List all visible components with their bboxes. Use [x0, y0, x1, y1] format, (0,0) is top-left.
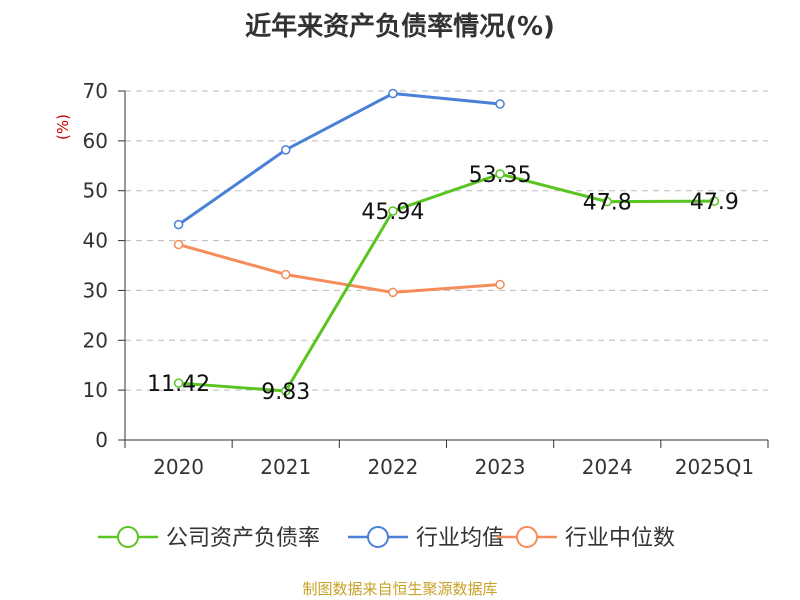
x-tick-label-2025Q1: 2025Q1 — [675, 455, 754, 479]
data-label-5: 47.9 — [690, 190, 739, 215]
y-tick-label-40: 40 — [83, 229, 108, 253]
series-1-point-3 — [495, 99, 505, 109]
data-label-4: 47.8 — [583, 191, 632, 216]
series-0-point-2 — [388, 206, 398, 216]
legend-swatch-marker-2 — [516, 526, 538, 548]
series-2-point-0 — [173, 239, 184, 250]
legend-label-2: 行业中位数 — [565, 526, 675, 551]
series-2-point-3 — [495, 279, 505, 290]
y-tick-label-20: 20 — [83, 328, 108, 352]
gridlines — [125, 90, 768, 391]
y-tick-label-30: 30 — [83, 278, 108, 302]
series-0-point-5 — [709, 196, 720, 206]
x-tick-label-2022: 2022 — [367, 455, 418, 479]
legend-label-0: 公司资产负债率 — [166, 526, 320, 551]
series-line-2 — [178, 243, 501, 294]
data-label-1: 9.83 — [261, 380, 310, 405]
series-1-point-2 — [388, 88, 398, 99]
legend-item-0[interactable]: 公司资产负债率 — [98, 526, 320, 551]
x-tick-label-2020: 2020 — [153, 455, 204, 479]
data-labels: 11.42 9.83 45.94 53.35 47.8 47.9 — [147, 163, 739, 405]
x-tick-label-2021: 2021 — [260, 455, 311, 479]
y-tick-label-0: 0 — [95, 428, 108, 452]
data-label-2: 45.94 — [361, 200, 424, 225]
legend-label-1: 行业均值 — [416, 526, 504, 551]
axes: 0 10 20 30 40 50 60 70 2020 2021 2022 2023 2024 2025Q… — [54, 79, 769, 479]
y-tick-label-10: 10 — [83, 378, 108, 402]
source-footer: 制图数据来自恒生聚源数据库 — [302, 580, 498, 598]
x-tick-label-2023: 2023 — [475, 455, 526, 479]
legend-swatch-marker-0 — [117, 526, 139, 548]
series-0-point-1 — [281, 386, 291, 396]
legend-item-2[interactable]: 行业中位数 — [497, 526, 675, 551]
legend: 公司资产负债率 行业均值 行业中位数 — [98, 526, 675, 551]
series-0-point-3 — [495, 169, 505, 179]
series-lines — [177, 91, 715, 393]
series-2-point-2 — [388, 287, 398, 298]
series-0-point-0 — [173, 378, 184, 388]
y-tick-label-60: 60 — [83, 129, 108, 153]
legend-item-1[interactable]: 行业均值 — [348, 526, 504, 551]
chart-title: 近年来资产负债率情况(%) — [245, 12, 555, 42]
series-0-point-4 — [602, 196, 612, 207]
legend-swatch-marker-1 — [367, 526, 389, 548]
series-1-point-0 — [173, 219, 184, 230]
series-1-point-1 — [281, 145, 291, 155]
series-line-0 — [178, 172, 715, 393]
series-2-point-1 — [281, 269, 291, 280]
data-label-0: 11.42 — [147, 372, 210, 397]
x-tick-label-2024: 2024 — [582, 455, 633, 479]
data-label-3: 53.35 — [469, 163, 532, 188]
series-points — [173, 88, 720, 396]
y-tick-label-70: 70 — [83, 79, 108, 103]
series-line-1 — [177, 91, 501, 226]
y-axis-label: (%) — [54, 114, 72, 140]
y-tick-label-50: 50 — [83, 179, 108, 203]
